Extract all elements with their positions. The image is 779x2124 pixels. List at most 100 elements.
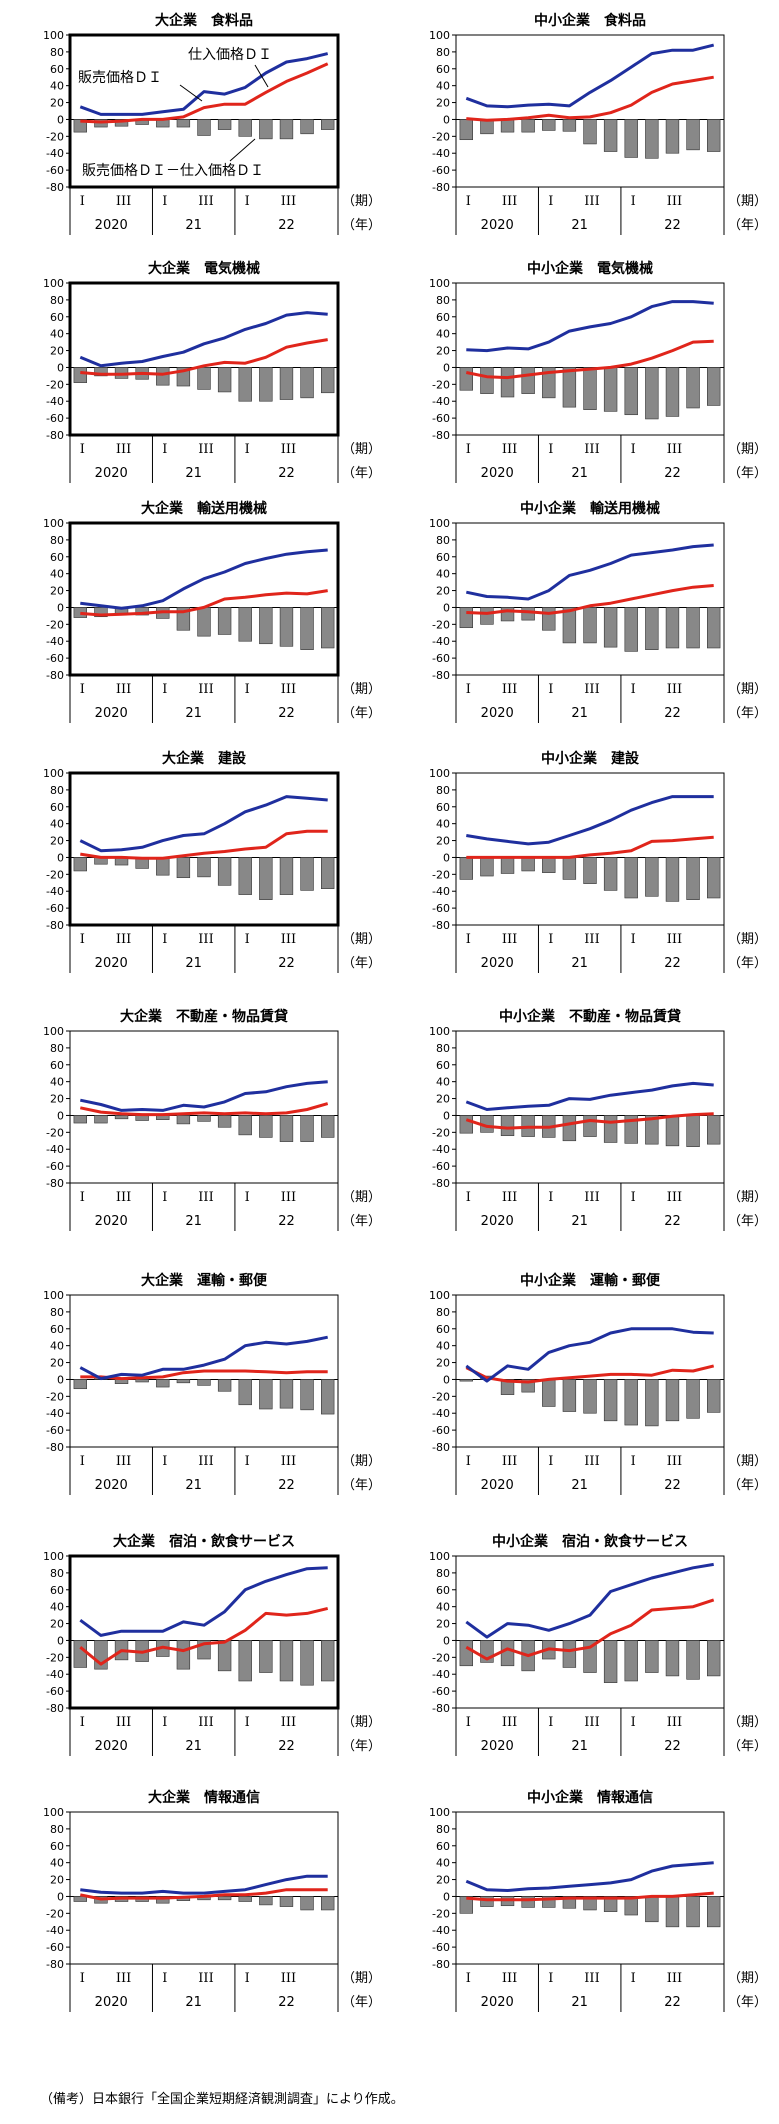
- quarter-label: III: [584, 1971, 599, 1986]
- diff-bar: [665, 607, 680, 649]
- diff-bar: [176, 857, 191, 879]
- diff-bar: [73, 1115, 87, 1124]
- diff-bar: [238, 367, 252, 402]
- y-tick-label: -80: [46, 669, 64, 682]
- plot-frame: [455, 34, 725, 188]
- y-tick-label: 20: [50, 97, 64, 110]
- plot-frame: [69, 1294, 339, 1448]
- quarter-label: III: [667, 194, 682, 209]
- quarter-label: III: [198, 1715, 213, 1730]
- plot-frame: [455, 1811, 725, 1965]
- purchase-price-line: [465, 543, 714, 601]
- y-tick-label: 0: [57, 851, 64, 864]
- diff-bar: [321, 1115, 335, 1138]
- diff-bar: [300, 1640, 314, 1686]
- quarter-label: I: [631, 682, 636, 697]
- purchase-price-line: [79, 1335, 328, 1381]
- y-tick-label: 40: [436, 1076, 450, 1089]
- quarter-label: III: [584, 682, 599, 697]
- diff-bar: [135, 1115, 149, 1121]
- y-tick-label: -20: [432, 1651, 450, 1664]
- y-tick-label: 0: [443, 113, 450, 126]
- y-tick-label: -80: [46, 1958, 64, 1971]
- diff-bar: [197, 1115, 211, 1122]
- y-tick-label: 100: [43, 1806, 64, 1819]
- y-tick-label: -20: [432, 378, 450, 391]
- diff-bar: [603, 1379, 618, 1422]
- y-tick-label: 60: [50, 1584, 64, 1597]
- diff-bar: [624, 119, 638, 158]
- quarter-label: I: [548, 682, 553, 697]
- diff-bar: [217, 119, 232, 130]
- quarter-label: I: [245, 194, 250, 209]
- y-tick-label: -20: [432, 868, 450, 881]
- plot-frame: [68, 33, 340, 189]
- diff-bar: [480, 367, 494, 394]
- diff-bar: [156, 857, 170, 876]
- diff-bar: [238, 1896, 252, 1902]
- y-tick-label: 40: [50, 328, 64, 341]
- diff-bar: [321, 1379, 335, 1415]
- diff-bar: [686, 1896, 700, 1928]
- diff-bar: [562, 607, 577, 644]
- y-tick-label: 20: [436, 1357, 450, 1370]
- diff-bar: [645, 1115, 659, 1145]
- diff-bar: [500, 119, 515, 133]
- y-tick-label: 20: [50, 835, 64, 848]
- year-label: 2020: [481, 218, 514, 233]
- selling-price-line: [80, 338, 328, 376]
- y-tick-label: 100: [43, 1289, 64, 1302]
- diff-bar: [73, 367, 87, 383]
- quarter-label: III: [116, 682, 131, 697]
- diff-bar: [279, 119, 294, 140]
- period-unit: （期）: [342, 1971, 381, 1986]
- quarter-label: III: [584, 1454, 599, 1469]
- year-label: 2020: [95, 1478, 128, 1493]
- y-tick-label: 60: [50, 63, 64, 76]
- y-tick-label: 40: [436, 80, 450, 93]
- y-tick-label: 20: [50, 345, 64, 358]
- y-tick-label: 20: [50, 1874, 64, 1887]
- diff-bar: [279, 1379, 294, 1409]
- quarter-label: I: [631, 1971, 636, 1986]
- period-unit: （期）: [342, 1715, 381, 1730]
- quarter-label: III: [667, 1190, 682, 1205]
- year-unit: （年）: [342, 1995, 381, 2010]
- y-tick-label: 20: [50, 1357, 64, 1370]
- y-tick-label: -60: [46, 412, 64, 425]
- quarter-label: I: [80, 194, 85, 209]
- quarter-label: I: [548, 932, 553, 947]
- y-tick-label: -60: [46, 1424, 64, 1437]
- y-tick-label: 0: [443, 1109, 450, 1122]
- quarter-label: I: [548, 1971, 553, 1986]
- chart-title: 大企業 建設: [162, 750, 247, 767]
- quarter-label: I: [245, 932, 250, 947]
- y-tick-label: 80: [436, 1306, 450, 1319]
- quarter-label: I: [245, 1190, 250, 1205]
- quarter-label: I: [631, 442, 636, 457]
- diff-bar: [624, 367, 638, 416]
- annotation-purchase: 仕入価格ＤＩ: [188, 47, 272, 63]
- purchase-price-line: [465, 1562, 714, 1639]
- quarter-label: III: [198, 932, 213, 947]
- year-label: 22: [664, 706, 681, 721]
- y-tick-label: -40: [432, 395, 450, 408]
- period-unit: （期）: [342, 194, 381, 209]
- diff-bar: [707, 1640, 721, 1677]
- diff-bar: [480, 607, 494, 625]
- y-tick-label: 0: [57, 361, 64, 374]
- diff-bar: [603, 119, 618, 152]
- diff-bar: [521, 857, 535, 872]
- period-unit: （期）: [342, 932, 381, 947]
- y-tick-label: 60: [50, 801, 64, 814]
- year-unit: （年）: [728, 1214, 767, 1229]
- diff-bar: [73, 857, 87, 872]
- quarter-label: III: [116, 194, 131, 209]
- quarter-label: III: [584, 194, 599, 209]
- y-tick-label: 0: [443, 361, 450, 374]
- diff-bar: [135, 1379, 149, 1383]
- y-tick-label: -40: [46, 1407, 64, 1420]
- diff-bar: [521, 1896, 535, 1908]
- selling-price-line: [79, 1102, 329, 1117]
